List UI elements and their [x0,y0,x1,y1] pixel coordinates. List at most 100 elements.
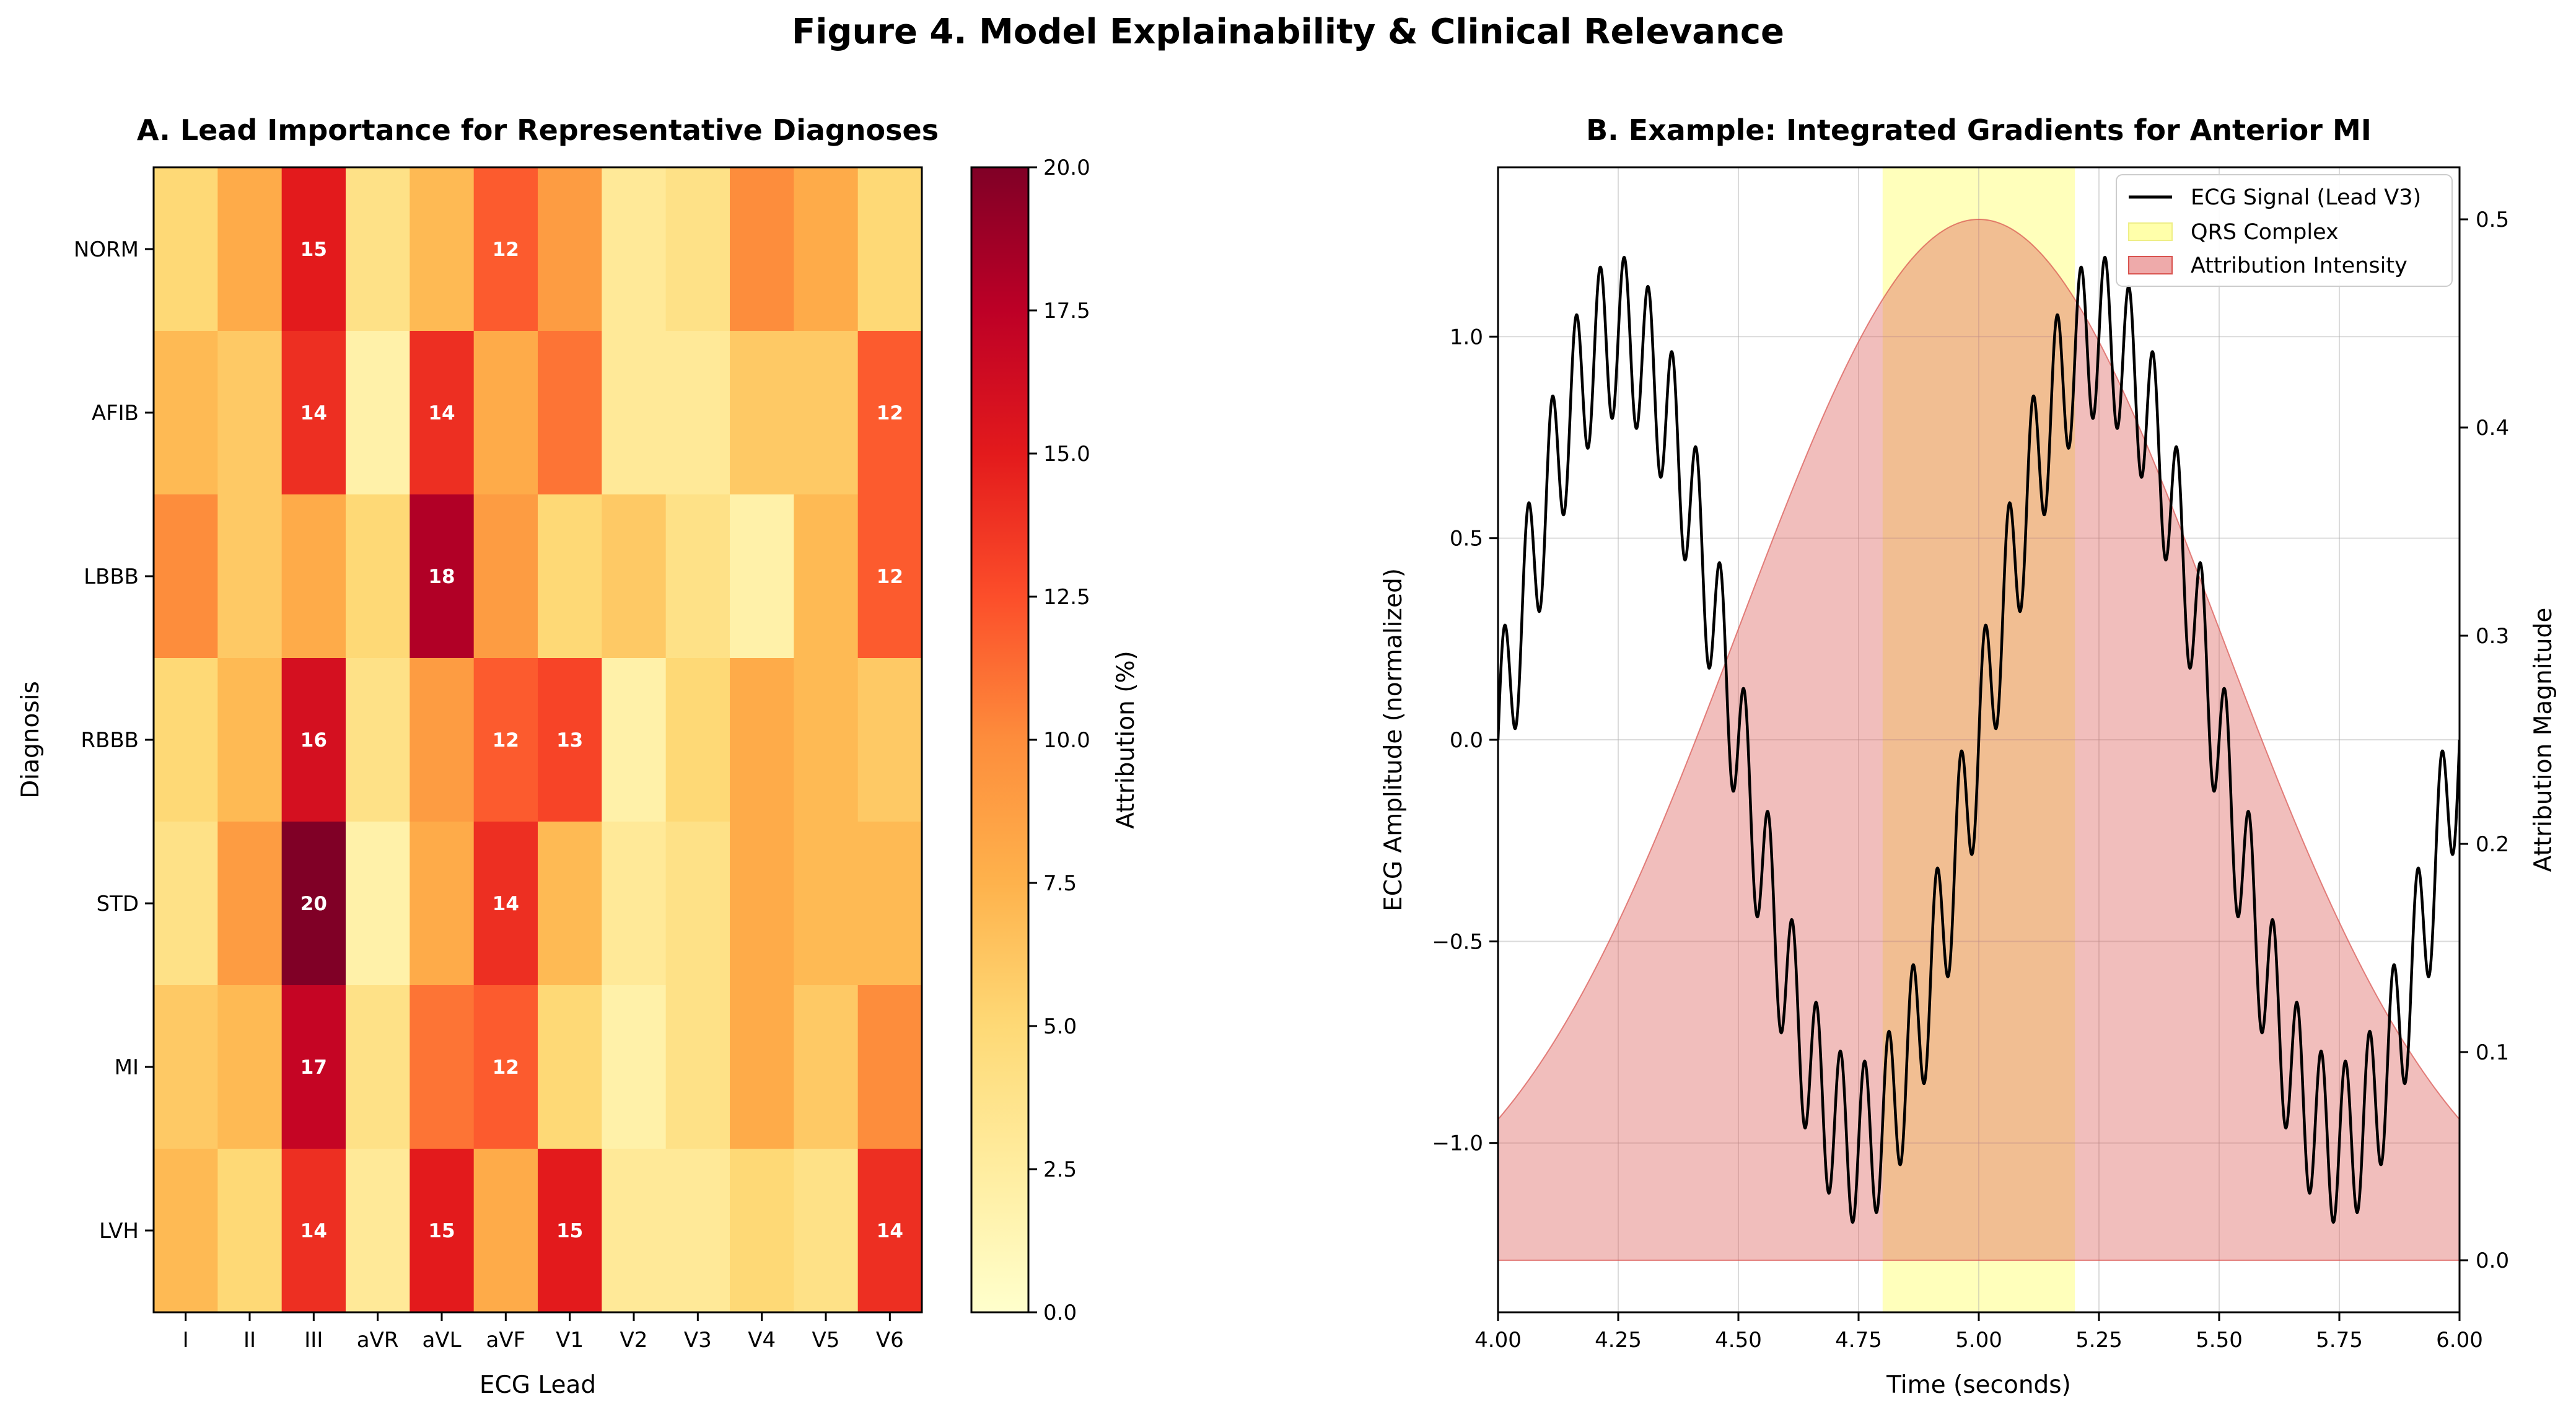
heatmap-cell-label: 12 [493,1056,519,1079]
heatmap-cells [154,167,922,1313]
heatmap-cell [281,822,346,986]
heatmap-cell [346,658,410,822]
heatmap-cell [857,1149,922,1313]
colorbar-label: Attribution (%) [1112,651,1140,829]
y-tick-label: STD [96,892,139,916]
heatmap-cell [602,494,667,659]
heatmap-cell [410,658,475,822]
legend-box [2116,174,2453,287]
legend-qrs-swatch [2128,222,2173,241]
x-tick-label: aVL [422,1328,461,1353]
heatmap-cell [410,822,475,986]
legend-attribution-label: Attribution Intensity [2191,253,2407,278]
heatmap-cell [730,331,794,495]
heatmap-cell [538,658,602,822]
x-tick-label: 5.25 [2075,1328,2123,1353]
heatmap-cell-labels: 15 12 14 14 12 18 12 16 12 13 20 14 17 12 14 15 15 14 [300,239,903,1242]
colorbar-tick-label: 0.0 [1043,1301,1077,1325]
x-tick-label: II [243,1328,256,1353]
heatmap-cell [281,167,346,331]
heatmap-cell [217,985,283,1149]
heatmap-cell [410,1149,475,1313]
heatmap-cell [281,658,346,822]
heatmap-cell [857,985,922,1149]
x-tick-label: V5 [812,1328,840,1353]
heatmap-cell [346,1149,410,1313]
y-tick-label: LBBB [84,564,139,589]
heatmap-cell [154,822,218,986]
legend-ecg-label: ECG Signal (Lead V3) [2191,185,2421,210]
x-tick-label: aVR [357,1328,399,1353]
line-chart-x-axis: 4.00 4.25 4.50 4.75 5.00 5.25 5.50 5.75 6.00 [1474,1312,2483,1353]
heatmap-cell [665,494,730,659]
heatmap-cell [794,167,859,331]
y2-tick-label: 0.0 [2476,1248,2509,1273]
heatmap-cell [730,658,794,822]
heatmap-cell-label: 15 [556,1220,583,1242]
line-chart-y2-axis-label: Attribution Magnitude [2530,608,2557,872]
y-tick-label: AFIB [92,401,139,426]
heatmap-cell [281,985,346,1149]
heatmap-cell-label: 12 [877,566,903,588]
heatmap-cell [473,494,538,659]
heatmap-cell [346,985,410,1149]
line-chart-y2-axis: 0.0 0.1 0.2 0.3 0.4 0.5 [2460,208,2509,1273]
heatmap-cell [857,331,922,495]
heatmap-cell [730,822,794,986]
y2-tick-label: 0.1 [2476,1040,2509,1065]
y-tick-label: LVH [99,1219,139,1244]
heatmap-cell-label: 12 [493,729,519,752]
heatmap-cell [410,985,475,1149]
y-tick-label: 0.5 [1450,527,1483,551]
y-tick-label: −0.5 [1432,929,1483,954]
colorbar-tick-label: 2.5 [1043,1157,1077,1182]
heatmap-cell [281,331,346,495]
x-tick-label: V6 [876,1328,904,1353]
heatmap-cell-label: 15 [428,1220,455,1242]
y-tick-label: −1.0 [1432,1131,1483,1156]
legend-qrs-label: QRS Complex [2191,220,2339,245]
heatmap-cell [217,331,283,495]
heatmap-cell [154,985,218,1149]
y-tick-label: MI [115,1055,139,1080]
heatmap-cell [730,1149,794,1313]
heatmap-cell-label: 20 [300,893,327,915]
heatmap-cell [857,494,922,659]
heatmap-cell [217,494,283,659]
line-chart-panel: B. Example: Integrated Gradients for Ant… [1380,113,2557,1399]
x-tick-label: 4.50 [1715,1328,1762,1353]
heatmap-cell [154,494,218,659]
x-tick-label: V4 [748,1328,776,1353]
heatmap-cell [794,331,859,495]
x-tick-label: 4.25 [1595,1328,1642,1353]
heatmap-cell-label: 14 [428,402,455,424]
y2-tick-label: 0.2 [2476,832,2509,857]
y-tick-label: RBBB [81,728,139,753]
heatmap-cell [665,331,730,495]
heatmap-cell [346,822,410,986]
heatmap-cell [473,658,538,822]
y-tick-label: NORM [74,237,139,262]
heatmap-cell [665,985,730,1149]
colorbar-tick-label: 10.0 [1043,728,1090,753]
legend-attribution-swatch [2128,256,2173,274]
heatmap-cell-label: 17 [300,1056,327,1079]
heatmap-cell [346,331,410,495]
x-tick-label: 4.75 [1835,1328,1882,1353]
heatmap-cell-label: 14 [300,402,327,424]
heatmap-cell-label: 15 [300,239,327,261]
heatmap-cell-label: 16 [300,729,327,752]
heatmap-cell [538,494,602,659]
x-tick-label: 5.00 [1955,1328,2002,1353]
heatmap-cell [473,331,538,495]
x-tick-label: 5.50 [2196,1328,2243,1353]
x-tick-label: V2 [620,1328,648,1353]
heatmap-cell [602,658,667,822]
line-chart-y-axis-label: ECG Amplitude (normalized) [1380,568,1408,911]
heatmap-cell [346,167,410,331]
colorbar-tick-label: 12.5 [1043,585,1090,610]
colorbar-tick-label: 15.0 [1043,442,1090,467]
heatmap-cell [217,1149,283,1313]
heatmap-cell [538,167,602,331]
heatmap-cell [410,494,475,659]
